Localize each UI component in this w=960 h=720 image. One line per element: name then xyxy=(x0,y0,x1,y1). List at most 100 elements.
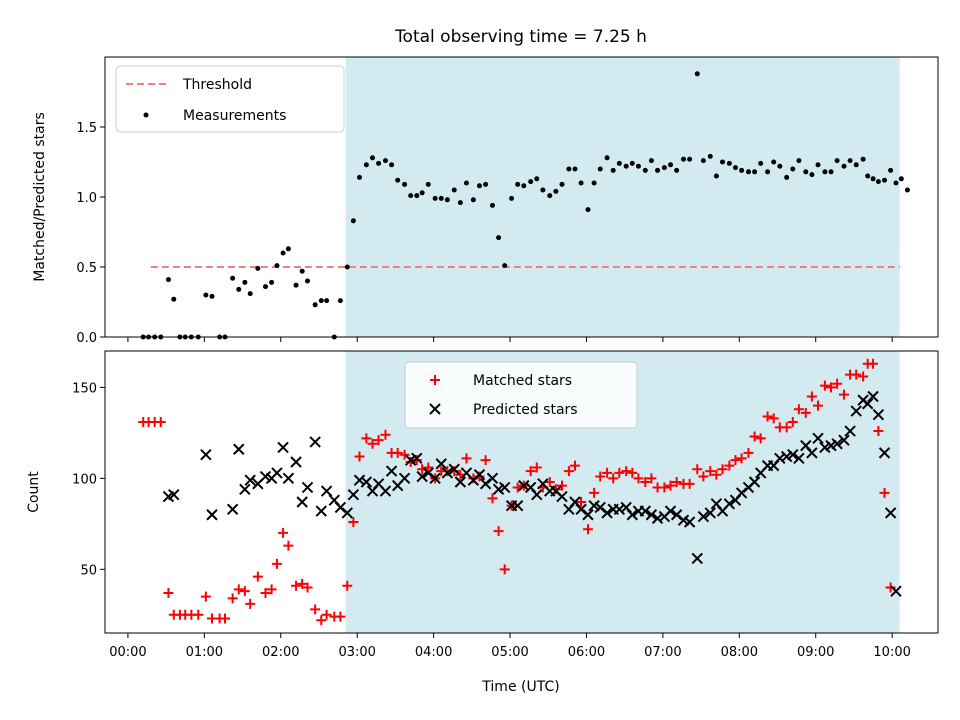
measurement-point xyxy=(870,176,876,182)
predicted-star-point xyxy=(651,512,664,525)
measurement-point xyxy=(882,177,888,183)
matched-star-point xyxy=(743,447,754,458)
measurement-point xyxy=(865,173,871,179)
measurement-point xyxy=(476,183,482,189)
x-tick-label: 00:00 xyxy=(109,645,146,660)
measurement-point xyxy=(489,202,495,208)
measurement-point xyxy=(285,246,291,252)
legend-predicted-label: Predicted stars xyxy=(473,402,578,418)
legend-matched-swatch xyxy=(430,375,440,385)
matched-star-point xyxy=(646,473,657,484)
x-tick-label: 09:00 xyxy=(797,645,834,660)
measurement-point xyxy=(463,180,469,186)
chart-title: Total observing time = 7.25 h xyxy=(394,27,647,47)
matched-star-point xyxy=(373,435,384,446)
measurement-point xyxy=(280,250,286,256)
predicted-star-point xyxy=(435,458,447,470)
y-tick-label: 100 xyxy=(72,472,97,487)
measurement-point xyxy=(566,166,572,172)
measurement-point xyxy=(713,173,719,179)
measurement-point xyxy=(765,169,771,175)
matched-star-point xyxy=(227,593,238,604)
predicted-star-point xyxy=(683,516,696,528)
predicted-star-point xyxy=(277,441,289,454)
matched-star-point xyxy=(621,466,632,477)
matched-star-point xyxy=(399,449,410,460)
plot-frame xyxy=(104,350,939,634)
observing-window-shade xyxy=(345,57,900,337)
measurement-point xyxy=(376,160,382,166)
measurement-point xyxy=(369,155,375,161)
predicted-star-point xyxy=(334,501,347,514)
matched-star-point xyxy=(717,464,728,475)
matched-star-point xyxy=(493,526,504,537)
measurement-point xyxy=(752,169,758,175)
predicted-star-point xyxy=(670,509,683,521)
matched-star-point xyxy=(671,476,682,487)
measurement-point xyxy=(515,181,521,187)
predicted-star-point xyxy=(861,398,874,410)
predicted-star-point xyxy=(850,405,862,417)
predicted-star-point xyxy=(645,509,658,521)
legend: Matched stars Predicted stars xyxy=(404,361,638,429)
measurement-point xyxy=(356,174,362,180)
matched-star-point xyxy=(768,413,779,424)
measurement-point xyxy=(841,163,847,169)
predicted-star-point xyxy=(416,470,428,483)
predicted-star-point xyxy=(429,472,441,485)
measurement-point xyxy=(324,298,330,304)
matched-star-point xyxy=(608,473,619,484)
matched-star-point xyxy=(806,391,817,402)
measurement-point xyxy=(438,195,444,201)
predicted-star-point xyxy=(360,476,373,488)
legend-measurements-label: Measurements xyxy=(183,108,286,124)
measurement-point xyxy=(165,277,171,283)
measurement-point xyxy=(451,187,457,193)
matched-star-point xyxy=(392,447,403,458)
matched-star-point xyxy=(266,584,277,595)
measurement-point xyxy=(745,169,751,175)
measurement-point xyxy=(382,158,388,164)
predicted-star-point xyxy=(844,425,856,437)
x-tick-label: 07:00 xyxy=(644,645,681,660)
matched-star-point xyxy=(819,380,830,391)
predicted-star-point xyxy=(347,489,360,501)
matched-star-point xyxy=(576,497,587,508)
predicted-star-point xyxy=(582,509,594,521)
ratio-panel: 0.0 0.5 1.0 1.5 Matched/Predicted stars Thres… xyxy=(32,56,939,346)
legend-threshold-label: Threshold xyxy=(182,77,252,93)
measurement-point xyxy=(610,167,616,173)
matched-star-point xyxy=(411,455,422,466)
matched-star-point xyxy=(219,613,230,624)
measurement-point xyxy=(888,167,894,173)
measurement-point xyxy=(553,188,559,194)
predicted-star-point xyxy=(309,436,321,448)
matched-star-point xyxy=(163,587,174,598)
measurement-point xyxy=(655,167,661,173)
predicted-star-point xyxy=(518,479,530,492)
measurement-point xyxy=(732,165,738,171)
x-axis-title: Time (UTC) xyxy=(481,679,559,695)
measurement-point xyxy=(274,263,280,269)
predicted-star-point xyxy=(473,469,486,481)
measurement-point xyxy=(694,71,700,77)
x-tick-label: 02:00 xyxy=(262,645,299,660)
measurement-point xyxy=(616,160,622,166)
measurement-point xyxy=(509,195,515,201)
matched-star-point xyxy=(569,460,580,471)
measurement-point xyxy=(534,176,540,182)
measurement-point xyxy=(700,158,706,164)
matched-star-point xyxy=(557,480,568,491)
matched-star-point xyxy=(283,540,294,551)
matched-star-point xyxy=(487,493,498,504)
matched-star-point xyxy=(380,429,391,440)
series-predicted-stars xyxy=(162,390,902,597)
matched-star-point xyxy=(868,358,879,369)
predicted-star-point xyxy=(697,510,710,523)
predicted-star-point xyxy=(774,452,786,465)
measurement-point xyxy=(642,167,648,173)
measurement-point xyxy=(585,207,591,213)
matched-star-point xyxy=(563,466,574,477)
matched-star-point xyxy=(499,564,510,575)
